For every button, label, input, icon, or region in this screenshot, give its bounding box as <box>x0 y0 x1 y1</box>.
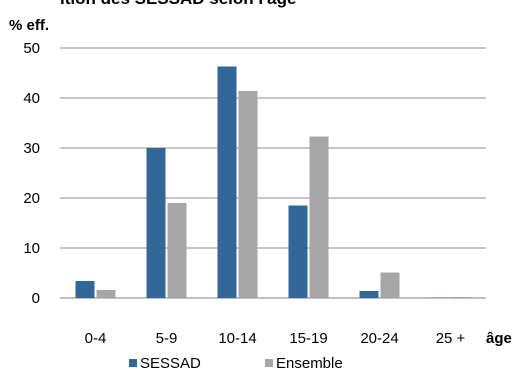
y-axis-label: % eff. <box>9 17 49 34</box>
y-tick-label: 0 <box>32 290 40 307</box>
bar-ensemble-15-19 <box>309 136 329 298</box>
x-tick-label: 15-19 <box>289 330 327 347</box>
x-tick-label: 20-24 <box>360 330 398 347</box>
x-tick-label: 5-9 <box>156 330 178 347</box>
y-tick-label: 10 <box>23 240 40 257</box>
legend: SESSAD Ensemble <box>129 355 343 372</box>
x-tick-labels: 0-4 5-9 10-14 15-19 20-24 25 + <box>85 330 466 347</box>
y-tick-label: 50 <box>23 40 40 57</box>
y-tick-label: 20 <box>23 190 40 207</box>
bar-ensemble-10-14 <box>238 91 258 298</box>
x-tick-label: 0-4 <box>85 330 107 347</box>
bar-ensemble-0-4 <box>96 290 116 298</box>
x-axis-label: âge <box>486 330 512 347</box>
legend-label-ensemble: Ensemble <box>276 355 343 372</box>
bar-sessad-20-24 <box>359 291 379 298</box>
bar-sessad-25+ <box>430 297 450 298</box>
y-tick-label: 40 <box>23 90 40 107</box>
gridlines <box>60 47 486 299</box>
x-tick-label: 10-14 <box>218 330 256 347</box>
y-tick-labels: 0 10 20 30 40 50 <box>23 40 40 307</box>
chart-title-fragment: ition des SESSAD selon l'âge <box>60 0 296 8</box>
legend-swatch-sessad <box>129 359 137 367</box>
bar-ensemble-5-9 <box>167 203 187 298</box>
y-tick-label: 30 <box>23 140 40 157</box>
bar-ensemble-20-24 <box>380 272 400 298</box>
bar-sessad-0-4 <box>75 281 95 298</box>
bar-ensemble-25+ <box>451 297 471 298</box>
legend-swatch-ensemble <box>265 359 273 367</box>
bar-sessad-15-19 <box>288 205 308 298</box>
legend-label-sessad: SESSAD <box>140 355 201 372</box>
bar-sessad-5-9 <box>146 148 166 298</box>
x-tick-label: 25 + <box>436 330 466 347</box>
bars <box>75 66 471 298</box>
bar-sessad-10-14 <box>217 66 237 298</box>
